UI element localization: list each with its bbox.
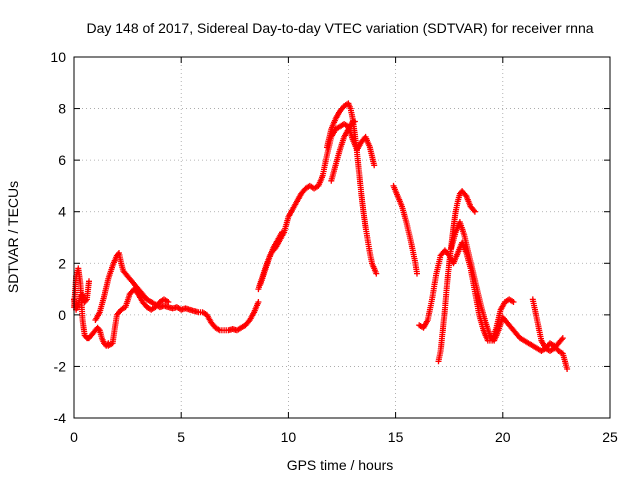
series-arc-9 (390, 182, 420, 277)
x-tick-label: 10 (281, 429, 297, 445)
axis-ticks: 0 5 10 15 20 25 -4 -2 0 2 4 6 8 10 (50, 49, 618, 445)
y-tick-label: -4 (54, 410, 67, 426)
data-point (558, 336, 565, 343)
data-point (86, 278, 92, 285)
data-point (279, 229, 285, 236)
series-arc-6 (257, 229, 285, 287)
data-point (371, 162, 378, 169)
data-point (373, 270, 380, 277)
y-tick-label: 0 (58, 307, 66, 323)
data-point (165, 299, 172, 305)
data-point (351, 118, 358, 125)
series-arc-3 (92, 250, 262, 334)
data-point (82, 297, 89, 304)
data-point (255, 299, 262, 305)
data-point (510, 299, 517, 305)
series-arc-8 (328, 118, 358, 184)
y-axis-label: SDTVAR / TECUs (5, 181, 21, 293)
plot-frame (73, 56, 611, 419)
y-tick-label: -2 (54, 358, 67, 374)
y-tick-label: 6 (58, 152, 66, 168)
data-point (470, 207, 477, 214)
data-point (471, 208, 478, 215)
series-arc-7 (324, 100, 380, 277)
series-arc-4 (105, 286, 172, 349)
y-tick-label: 2 (58, 255, 66, 271)
x-tick-label: 5 (177, 429, 185, 445)
data-points (71, 100, 571, 372)
x-tick-label: 25 (602, 429, 618, 445)
y-tick-label: 8 (58, 101, 66, 117)
series-arc-13 (529, 296, 566, 354)
data-point (95, 326, 102, 332)
chart-title: Day 148 of 2017, Sidereal Day-to-day VTE… (86, 20, 593, 36)
x-tick-label: 0 (70, 429, 78, 445)
y-tick-label: 10 (50, 49, 66, 65)
data-point (564, 366, 571, 372)
x-tick-label: 20 (495, 429, 511, 445)
x-axis-label: GPS time / hours (287, 457, 394, 473)
x-tick-label: 15 (388, 429, 404, 445)
y-tick-label: 4 (58, 204, 66, 220)
data-point (559, 335, 566, 342)
series-arc-2 (71, 278, 92, 313)
data-point (414, 270, 420, 277)
